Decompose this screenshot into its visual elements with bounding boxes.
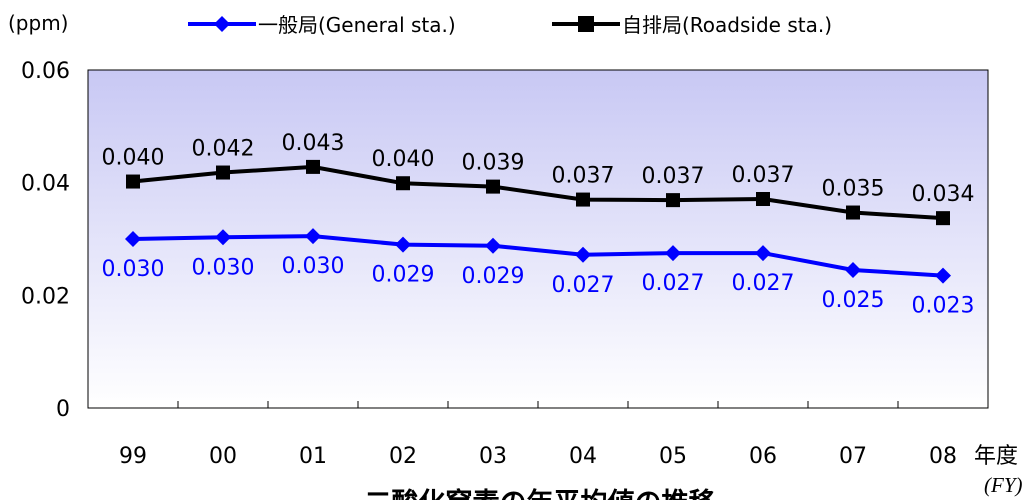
x-tick-label: 01 (299, 444, 327, 469)
data-label-general: 0.029 (372, 263, 435, 288)
x-tick-label: 00 (209, 444, 237, 469)
legend-item-roadside: 自排局(Roadside sta.) (552, 13, 832, 37)
data-point-roadside (396, 176, 410, 191)
series-layer: 0.030 0.030 0.030 0.029 0.029 0.027 0.027 0.027… (102, 131, 975, 319)
data-point-general (485, 237, 501, 254)
y-axis: 0 0.02 0.04 0.06 (21, 59, 70, 422)
legend-label-general: 一般局(General sta.) (258, 13, 456, 37)
legend-marker-general (214, 16, 230, 32)
series-line-general (132, 234, 944, 278)
y-tick-label: 0.06 (21, 59, 70, 84)
x-unit-label-en: (FY) (984, 473, 1023, 497)
data-label-roadside: 0.035 (822, 177, 885, 202)
data-label-general: 0.030 (102, 257, 165, 282)
data-label-roadside: 0.034 (912, 182, 975, 207)
y-tick-label: 0.04 (21, 172, 70, 197)
legend: 一般局(General sta.) 自排局(Roadside sta.) (188, 13, 832, 37)
data-point-general (215, 229, 231, 246)
data-point-roadside (576, 192, 590, 207)
data-point-general (575, 246, 591, 263)
data-label-general: 0.030 (192, 255, 255, 280)
x-tick-label: 08 (929, 444, 957, 469)
data-label-general: 0.029 (462, 264, 525, 289)
x-tick-label: 03 (479, 444, 507, 469)
data-label-roadside: 0.040 (102, 146, 165, 171)
data-point-general (845, 261, 861, 278)
x-tick-label: 04 (569, 444, 597, 469)
x-tick-label: 05 (659, 444, 687, 469)
data-label-general: 0.027 (732, 271, 795, 296)
x-tick-label: 99 (119, 444, 147, 469)
data-point-roadside (216, 165, 230, 180)
data-label-roadside: 0.037 (732, 163, 795, 188)
y-tick-label: 0.02 (21, 284, 70, 309)
legend-label-roadside: 自排局(Roadside sta.) (622, 13, 832, 37)
x-unit-label: 年度 (974, 444, 1018, 469)
data-label-roadside: 0.042 (192, 137, 255, 162)
data-label-general: 0.027 (642, 271, 705, 296)
data-point-general (125, 231, 141, 247)
x-tick-label: 02 (389, 444, 417, 469)
x-tick-label: 07 (839, 444, 867, 469)
data-point-roadside (846, 205, 860, 220)
x-tick-label: 06 (749, 444, 777, 469)
data-label-general: 0.025 (822, 288, 885, 313)
data-label-roadside: 0.043 (282, 131, 345, 156)
data-label-general: 0.027 (552, 273, 615, 298)
data-point-roadside (486, 179, 500, 194)
legend-item-general: 一般局(General sta.) (188, 13, 456, 37)
legend-marker-roadside (578, 16, 594, 32)
y-tick-label: 0 (56, 397, 70, 422)
data-point-general (935, 267, 951, 284)
data-point-roadside (756, 192, 770, 207)
data-point-roadside (126, 174, 140, 189)
chart-title: 二酸化窒素の年平均値の推移 (365, 487, 716, 500)
series-line-roadside (132, 164, 944, 221)
x-axis: 99 00 01 02 03 04 05 06 07 08 (119, 401, 957, 469)
data-point-general (305, 228, 321, 245)
data-point-roadside (666, 193, 680, 208)
data-point-general (395, 236, 411, 253)
data-point-roadside (936, 211, 950, 226)
data-point-roadside (306, 159, 320, 174)
data-label-general: 0.030 (282, 254, 345, 279)
data-label-general: 0.023 (912, 294, 975, 319)
data-label-roadside: 0.039 (462, 151, 525, 176)
y-unit-label: (ppm) (8, 11, 68, 35)
data-point-general (665, 245, 681, 262)
data-label-roadside: 0.040 (372, 147, 435, 172)
data-label-roadside: 0.037 (642, 164, 705, 189)
data-point-general (755, 245, 771, 262)
data-label-roadside: 0.037 (552, 164, 615, 189)
